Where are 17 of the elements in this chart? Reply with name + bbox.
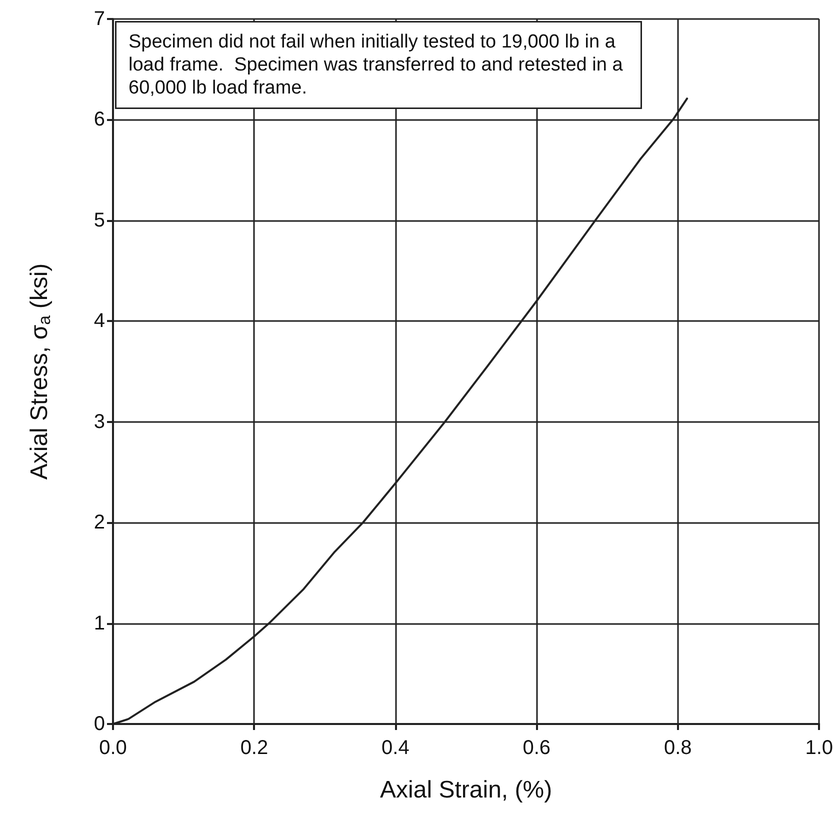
- y-tick-label: 2: [94, 512, 105, 534]
- y-tick-label: 3: [94, 410, 105, 433]
- y-tick-label: 6: [94, 108, 105, 131]
- y-tick-label: 4: [94, 310, 105, 332]
- annotation: Specimen did not fail when initially tested to 19,000 lb in a load frame. Specimen was transferred to and retested in a 60,000 lb load frame.: [128, 32, 628, 98]
- y-axis-title: Axial Stress, σa (ksi): [26, 263, 54, 480]
- x-tick-label: 1.0: [805, 737, 833, 759]
- x-axis-title: Axial Strain, (%): [380, 776, 552, 804]
- y-tick-label: 7: [94, 8, 105, 30]
- x-tick-label: 0.0: [99, 737, 127, 759]
- x-tick-label: 0.6: [522, 737, 551, 759]
- y-tick-label: 0: [94, 713, 105, 735]
- x-tick-label: 0.2: [240, 737, 268, 759]
- x-tick-label: 0.8: [664, 737, 692, 759]
- y-tick-label: 1: [94, 612, 105, 634]
- x-tick-label: 0.4: [382, 737, 410, 759]
- y-tick-label: 5: [94, 209, 105, 232]
